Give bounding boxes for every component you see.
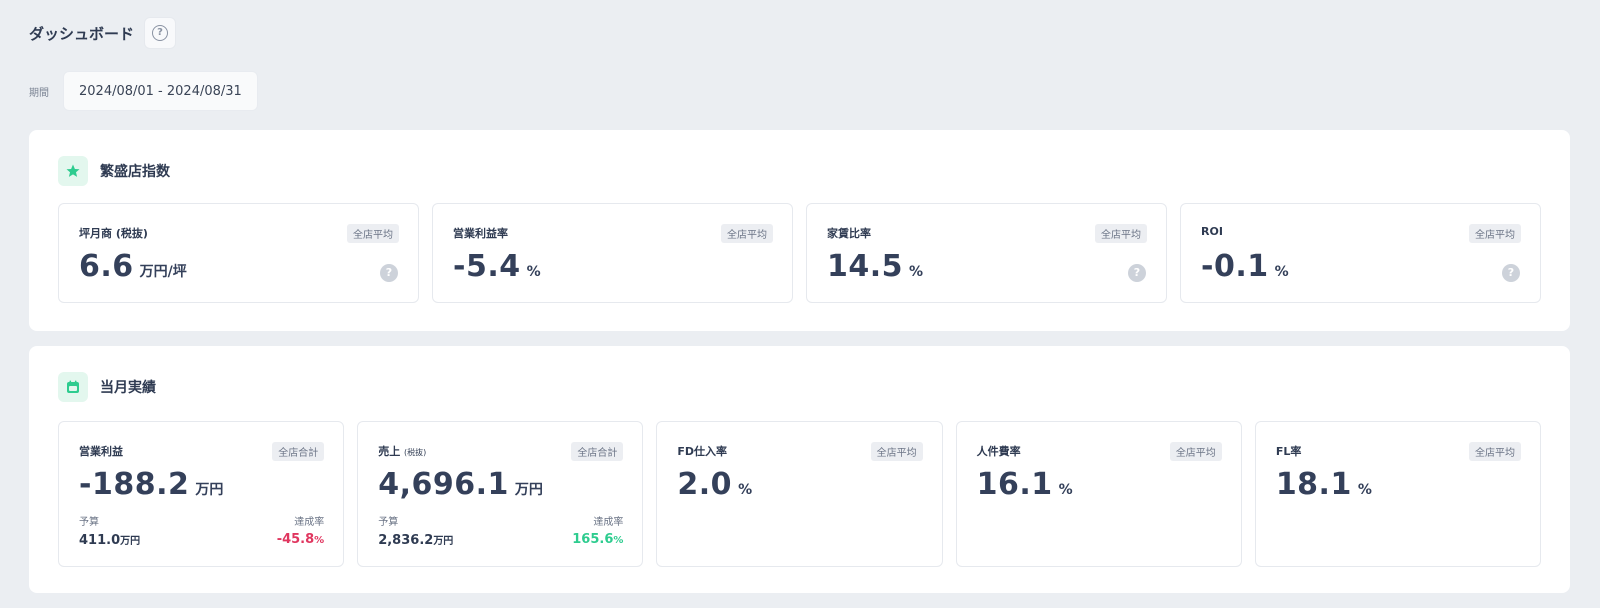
metric-value-row: 2.0 % (677, 467, 752, 502)
metric-badge: 全店平均 (1469, 442, 1522, 461)
prosperity-section-header: 繁盛店指数 (58, 156, 170, 186)
metric-unit: % (1357, 482, 1372, 498)
metric-value-row: 18.1 % (1276, 467, 1372, 502)
metric-unit: % (1274, 264, 1289, 280)
metric-value-row: 16.1 % (977, 467, 1073, 502)
metric-value: -5.4 (453, 249, 521, 284)
metric-label: 売上 (税抜) (378, 445, 427, 458)
metric-value: 14.5 (827, 249, 904, 284)
rate-value: 165.6% (572, 532, 624, 547)
metric-value: -0.1 (1201, 249, 1269, 284)
rate-label: 達成率 (294, 517, 325, 528)
metric-card-roi: ROI 全店平均 -0.1 % ? (1180, 203, 1541, 303)
budget-value: 2,836.2万円 (378, 533, 454, 548)
help-icon[interactable]: ? (1128, 264, 1146, 282)
metric-unit: 万円 (514, 482, 543, 498)
metric-badge: 全店平均 (870, 442, 923, 461)
achievement-rate-block: 達成率 165.6% (572, 513, 623, 547)
period-filter: 期間 2024/08/01 - 2024/08/31 (29, 71, 258, 111)
metric-unit: % (526, 264, 541, 280)
metric-value: 6.6 (79, 249, 134, 284)
rate-label: 達成率 (593, 517, 624, 528)
budget-value: 411.0万円 (79, 533, 141, 548)
metric-badge: 全店平均 (1469, 224, 1521, 243)
metric-label: 人件費率 (976, 445, 1021, 458)
metric-value-row: 4,696.1 万円 (378, 467, 543, 502)
metric-badge: 全店平均 (1095, 224, 1147, 243)
budget-block: 予算 411.0万円 (79, 513, 140, 548)
page-help-button[interactable]: ? (144, 17, 177, 49)
metric-badge: 全店合計 (571, 442, 624, 461)
metric-card-labor-cost-rate: 人件費率 全店平均 16.1 % (955, 421, 1242, 567)
metric-card-sales: 売上 (税抜) 全店合計 4,696.1 万円 予算 2,836.2万円 達成率… (357, 421, 644, 567)
monthly-section-header: 当月実績 (58, 372, 156, 402)
metric-value: 18.1 (1275, 467, 1352, 502)
help-icon[interactable]: ? (380, 264, 398, 282)
page-title: ダッシュボード (29, 24, 135, 43)
prosperity-index-section: 繁盛店指数 坪月商 (税抜) 全店平均 6.6 万円/坪 ? 営業利益率 全店平… (29, 130, 1570, 331)
metric-label: ROI (1201, 225, 1223, 238)
metric-card-fl-rate: FL率 全店平均 18.1 % (1254, 421, 1542, 567)
metric-label: FL率 (1275, 445, 1302, 458)
budget-block: 予算 2,836.2万円 (378, 513, 453, 548)
metric-label: FD仕入率 (677, 445, 728, 458)
question-icon: ? (152, 25, 169, 41)
monthly-cards: 営業利益 全店合計 -188.2 万円 予算 411.0万円 達成率 -45.8… (58, 421, 1542, 567)
metric-value-row: -5.4 % (453, 249, 541, 284)
monthly-section-title: 当月実績 (100, 380, 156, 396)
metric-value-row: -188.2 万円 (79, 467, 223, 502)
metric-card-rent-ratio: 家賃比率 全店平均 14.5 % ? (806, 203, 1167, 303)
page-header: ダッシュボード ? (29, 17, 177, 49)
metric-card-operating-margin: 営業利益率 全店平均 -5.4 % (432, 203, 793, 303)
metric-value-row: -0.1 % (1201, 249, 1289, 284)
budget-label: 予算 (79, 517, 99, 528)
monthly-results-section: 当月実績 営業利益 全店合計 -188.2 万円 予算 411.0万円 達成率 … (29, 346, 1570, 593)
metric-label: 営業利益 (79, 445, 123, 458)
star-icon (58, 156, 88, 186)
metric-label: 営業利益率 (453, 227, 508, 240)
metric-unit: % (1058, 482, 1073, 498)
help-icon[interactable]: ? (1502, 264, 1520, 282)
prosperity-section-title: 繁盛店指数 (100, 164, 170, 180)
metric-value: 16.1 (976, 467, 1053, 502)
metric-value: -188.2 (79, 467, 190, 502)
prosperity-cards: 坪月商 (税抜) 全店平均 6.6 万円/坪 ? 営業利益率 全店平均 -5.4… (58, 203, 1541, 303)
metric-unit: 万円 (195, 482, 224, 498)
metric-card-fd-purchase-rate: FD仕入率 全店平均 2.0 % (656, 421, 943, 567)
calendar-icon (58, 372, 88, 402)
metric-label: 坪月商 (税抜) (79, 227, 148, 240)
metric-unit: % (738, 482, 753, 498)
metric-badge: 全店平均 (721, 224, 773, 243)
metric-unit: 万円/坪 (139, 264, 187, 280)
period-date-range-input[interactable]: 2024/08/01 - 2024/08/31 (63, 71, 258, 111)
metric-badge: 全店平均 (347, 224, 399, 243)
metric-label: 家賃比率 (827, 227, 871, 240)
period-label: 期間 (29, 87, 49, 99)
metric-badge: 全店合計 (272, 442, 325, 461)
metric-value-row: 14.5 % (827, 249, 923, 284)
rate-value: -45.8% (276, 532, 325, 547)
metric-card-tsubo-sales: 坪月商 (税抜) 全店平均 6.6 万円/坪 ? (58, 203, 419, 303)
metric-card-operating-profit: 営業利益 全店合計 -188.2 万円 予算 411.0万円 達成率 -45.8… (58, 421, 345, 567)
achievement-rate-block: 達成率 -45.8% (277, 513, 325, 547)
metric-unit: % (909, 264, 924, 280)
metric-value: 2.0 (677, 467, 733, 502)
metric-value: 4,696.1 (378, 467, 509, 502)
budget-label: 予算 (378, 517, 399, 528)
metric-badge: 全店平均 (1169, 442, 1222, 461)
metric-value-row: 6.6 万円/坪 (79, 249, 187, 284)
